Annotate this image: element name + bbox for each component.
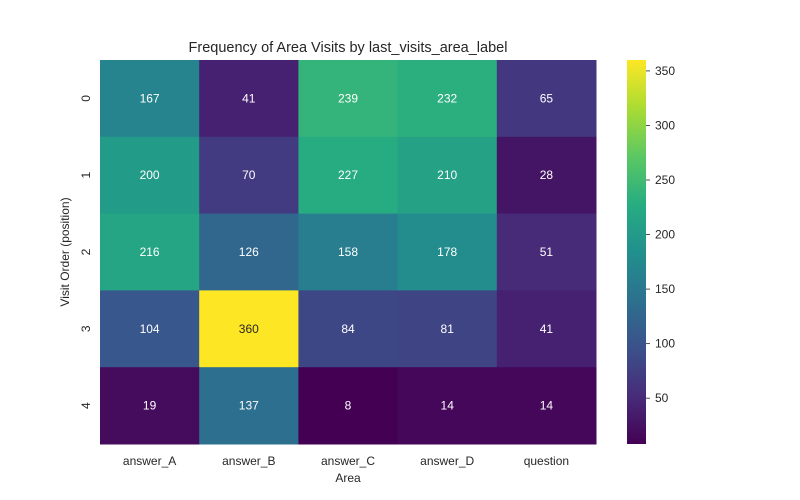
heatmap-cell	[496, 136, 597, 215]
cell-value-label: 137	[239, 399, 259, 413]
cell-value-label: 200	[140, 168, 160, 182]
heatmap-cell	[100, 367, 200, 445]
cell-value-label: 84	[341, 322, 355, 336]
y-tick-label: 0	[79, 95, 93, 102]
heatmap-cell	[199, 213, 299, 291]
heatmap-cell	[397, 60, 498, 138]
x-tick-label: answer_D	[420, 454, 474, 468]
cell-value-label: 28	[540, 168, 554, 182]
x-tick-label: question	[524, 454, 569, 468]
heatmap-cells: 167 41 239 232 65 200 70 227 210 28 216 126 158 178 51…	[100, 60, 597, 445]
cell-value-label: 239	[338, 91, 358, 105]
x-tick-label: answer_B	[222, 454, 275, 468]
cell-value-label: 167	[140, 91, 160, 105]
heatmap-cell	[397, 136, 498, 215]
x-axis-ticks: answer_A answer_B answer_C answer_D question	[123, 454, 569, 468]
y-tick-label: 2	[79, 248, 93, 255]
colorbar-tick-label: 300	[655, 118, 675, 132]
colorbar-tick-label: 350	[655, 64, 675, 78]
colorbar-tick-label: 50	[655, 391, 669, 405]
heatmap-cell	[100, 213, 200, 291]
heatmap-cell	[496, 60, 597, 138]
cell-value-label: 227	[338, 168, 358, 182]
heatmap-cell	[397, 367, 498, 445]
cell-value-label: 158	[338, 245, 358, 259]
cell-value-label: 178	[437, 245, 457, 259]
cell-value-label: 14	[540, 399, 554, 413]
cell-value-label: 19	[143, 399, 157, 413]
heatmap-cell	[199, 136, 299, 215]
cell-value-label: 14	[441, 399, 455, 413]
heatmap-cell	[199, 60, 299, 138]
cell-value-label: 81	[441, 322, 455, 336]
y-axis-label: Visit Order (position)	[58, 197, 72, 306]
chart-title: Frequency of Area Visits by last_visits_…	[189, 40, 508, 56]
cell-value-label: 41	[540, 322, 554, 336]
colorbar-tick-label: 200	[655, 228, 675, 242]
colorbar-tick-label: 100	[655, 337, 675, 351]
cell-value-label: 210	[437, 168, 457, 182]
cell-value-label: 126	[239, 245, 259, 259]
heatmap-cell	[100, 290, 200, 368]
y-tick-label: 1	[79, 172, 93, 179]
x-tick-label: answer_C	[321, 454, 375, 468]
heatmap-cell	[496, 213, 597, 291]
x-tick-label: answer_A	[123, 454, 176, 468]
heatmap-cell	[199, 367, 299, 445]
colorbar-gradient	[627, 60, 646, 444]
cell-value-label: 360	[239, 322, 259, 336]
cell-value-label: 65	[540, 91, 554, 105]
cell-value-label: 41	[242, 91, 256, 105]
heatmap-cell	[496, 367, 597, 445]
colorbar: 50 100 150 200 250 300 350	[627, 60, 675, 444]
cell-value-label: 104	[140, 322, 160, 336]
colorbar-tick-label: 250	[655, 173, 675, 187]
y-tick-label: 4	[79, 402, 93, 409]
heatmap-cell	[298, 290, 399, 368]
heatmap-cell	[298, 367, 399, 445]
heatmap-cell	[397, 213, 498, 291]
cell-value-label: 70	[242, 168, 256, 182]
colorbar-tick-label: 150	[655, 282, 675, 296]
cell-value-label: 51	[540, 245, 554, 259]
y-axis-ticks: 0 1 2 3 4	[79, 95, 93, 409]
cell-value-label: 8	[345, 399, 352, 413]
heatmap-cell	[397, 290, 498, 368]
heatmap-cell	[298, 60, 399, 138]
heatmap-cell	[298, 136, 399, 215]
heatmap-cell	[199, 290, 299, 368]
heatmap-cell	[100, 136, 200, 215]
cell-value-label: 232	[437, 91, 457, 105]
heatmap-cell	[298, 213, 399, 291]
cell-value-label: 216	[140, 245, 160, 259]
heatmap-cell	[496, 290, 597, 368]
x-axis-label: Area	[335, 471, 361, 485]
heatmap-cell	[100, 60, 200, 138]
y-tick-label: 3	[79, 325, 93, 332]
